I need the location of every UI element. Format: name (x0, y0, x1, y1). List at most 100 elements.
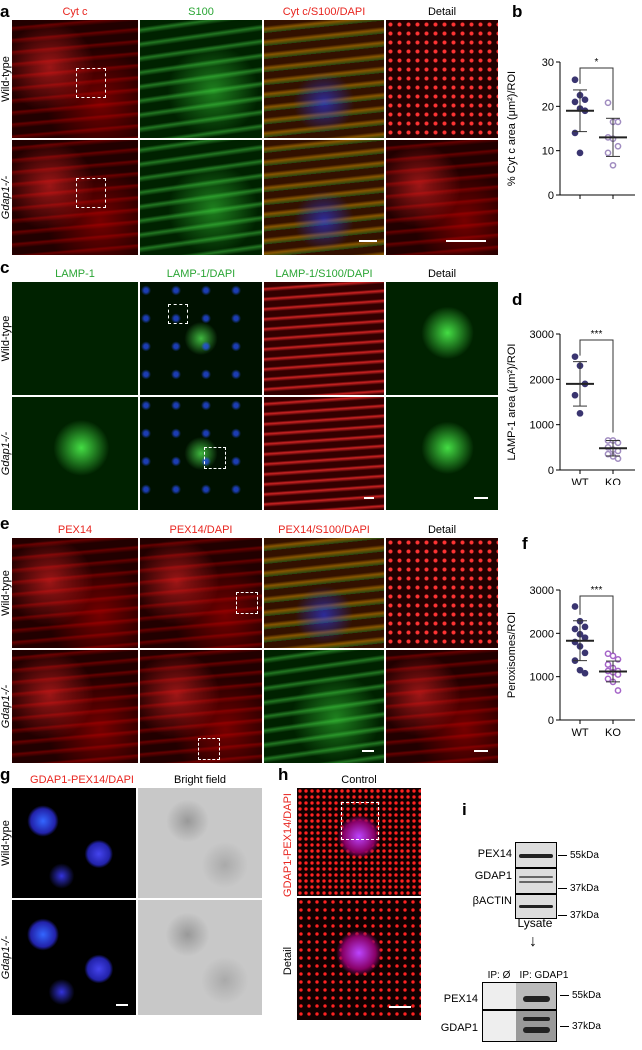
y-axis-label: Peroxisomes/ROI (506, 612, 518, 698)
y-tick-label: 1000 (530, 420, 554, 432)
row-label: Wild-type (0, 570, 12, 616)
scale-bar (389, 1006, 411, 1008)
y-tick-label: 0 (548, 190, 554, 200)
mw-marker: 37kDa (558, 883, 599, 894)
col-label: LAMP-1/S100/DAPI (275, 268, 373, 280)
micrograph (140, 650, 262, 763)
micrograph-brightfield (138, 788, 262, 898)
micrograph-detail (297, 898, 421, 1020)
scale-bar (446, 240, 486, 242)
mw-marker: 37kDa (560, 1021, 601, 1032)
scale-bar (474, 750, 488, 752)
data-point (571, 76, 579, 84)
blot-label: GDAP1 (440, 1022, 478, 1034)
col-label: PEX14/DAPI (169, 524, 233, 536)
data-point (604, 149, 612, 157)
micrograph-brightfield (138, 900, 262, 1015)
micrograph-detail (386, 140, 498, 255)
x-tick-label: WT (571, 727, 588, 739)
significance-bracket (579, 339, 614, 433)
micrograph (140, 140, 262, 255)
data-point (604, 99, 612, 107)
roi-box (198, 738, 220, 760)
roi-box (76, 68, 106, 98)
data-point (614, 671, 622, 678)
data-point (614, 142, 622, 150)
micrograph (12, 140, 138, 255)
micrograph (12, 282, 138, 395)
significance-label: *** (591, 585, 603, 596)
data-point (576, 666, 584, 674)
col-label: Control (341, 774, 377, 786)
scale-bar (116, 1004, 128, 1006)
col-label: PEX14 (57, 524, 93, 536)
row-label: Wild-type (0, 315, 12, 362)
micrograph-detail (386, 282, 498, 395)
western-blot (515, 842, 557, 868)
data-point (571, 98, 579, 106)
arrow-down-icon: ↓ (529, 933, 537, 950)
panel-letter-a: a (0, 2, 10, 21)
micrograph (264, 282, 384, 395)
panel-letter-e: e (0, 514, 10, 533)
row-label: Gdap1-/- (0, 175, 12, 220)
scale-bar (474, 497, 488, 499)
y-tick-label: 10 (542, 146, 554, 158)
data-point (576, 149, 584, 157)
micrograph (12, 20, 138, 138)
micrograph-detail (386, 20, 498, 138)
row-label: Wild-type (0, 820, 12, 866)
micrograph (264, 397, 384, 510)
scale-bar (364, 497, 374, 499)
row-label: Gdap1-/- (0, 431, 12, 476)
chart-b: % Cyt c area (μm²)/ROI0102030WTKO* (506, 57, 635, 200)
y-tick-label: 20 (542, 101, 554, 113)
lane-label: IP: GDAP1 (519, 970, 569, 981)
roi-box (341, 802, 379, 840)
data-point (571, 603, 579, 610)
row-label: Gdap1-/- (0, 684, 12, 729)
blot-label: PEX14 (477, 848, 512, 860)
micrograph (140, 538, 262, 648)
panel-letter-g: g (0, 765, 11, 784)
data-point (609, 161, 617, 169)
blot-label: GDAP1 (474, 870, 512, 882)
micrograph-detail (386, 397, 498, 510)
data-point (604, 661, 612, 668)
y-axis-label: % Cyt c area (μm²)/ROI (506, 71, 518, 186)
y-tick-label: 30 (542, 57, 554, 69)
col-label: Detail (427, 524, 457, 536)
roi-box (168, 304, 188, 324)
data-point (576, 409, 584, 417)
significance-bracket (579, 67, 614, 111)
western-blot (515, 868, 557, 894)
western-blot (515, 894, 557, 919)
roi-box (204, 447, 226, 469)
row-label: Gdap1-/- (0, 935, 12, 980)
blot-label: PEX14 (443, 993, 478, 1005)
y-tick-label: 0 (548, 715, 554, 727)
data-point (571, 391, 579, 399)
lysate-label: Lysate (517, 916, 553, 930)
western-blot (482, 1010, 557, 1042)
data-point (581, 669, 589, 677)
micrograph (12, 650, 138, 763)
data-point (581, 649, 589, 657)
lane-label: IP: Ø (487, 970, 511, 981)
roi-box (76, 178, 106, 208)
row-label: Detail (282, 946, 294, 976)
micrograph-detail (386, 650, 498, 763)
data-point (614, 687, 622, 694)
x-tick-label: KO (605, 477, 621, 485)
data-point (581, 623, 589, 631)
micrograph (140, 282, 262, 395)
panel-letter-b: b (512, 2, 523, 21)
panel-letter-c: c (0, 258, 10, 277)
micrograph-detail (386, 538, 498, 648)
significance-bracket (579, 595, 614, 654)
scale-bar (359, 240, 377, 242)
col-label: Cyt c/S100/DAPI (282, 6, 366, 18)
col-label: PEX14/S100/DAPI (278, 524, 370, 536)
mw-marker: 55kDa (558, 850, 599, 861)
y-tick-label: 0 (548, 465, 554, 477)
